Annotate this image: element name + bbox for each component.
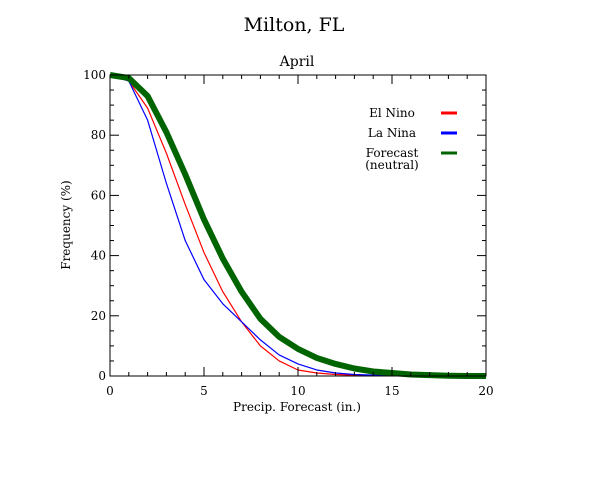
legend-item: El Nino [369, 106, 457, 120]
x-tick-label: 20 [478, 384, 493, 398]
y-tick-label: 60 [91, 188, 106, 202]
series-line-1 [109, 74, 486, 377]
y-tick-label: 0 [98, 369, 106, 383]
plot-area: 0 5 10 15 20 0 20 40 60 80 100 El Nino La Nina Foreca… [83, 68, 494, 398]
legend-label: Forecast [366, 146, 419, 160]
series-line-2 [109, 72, 486, 379]
y-tick-label: 20 [91, 309, 106, 323]
x-tick-label: 10 [290, 384, 305, 398]
x-axis-label: Precip. Forecast (in.) [233, 400, 361, 414]
y-axis-label: Frequency (%) [59, 180, 73, 269]
legend-item: La Nina [368, 126, 457, 140]
y-tick-label: 80 [91, 128, 106, 142]
legend-label-line2: (neutral) [365, 158, 418, 172]
x-tick-label: 15 [384, 384, 399, 398]
legend-label: El Nino [369, 106, 415, 120]
x-tick-label: 0 [106, 384, 114, 398]
y-tick-label: 100 [83, 68, 106, 82]
y-tick-label: 40 [91, 249, 106, 263]
plot-frame [109, 74, 487, 377]
chart-subtitle: April [279, 54, 315, 70]
series-line-0 [109, 74, 486, 377]
legend-label: La Nina [368, 126, 416, 140]
x-tick-label: 5 [200, 384, 208, 398]
chart-title: Milton, FL [244, 14, 345, 36]
legend-item: Forecast(neutral) [365, 146, 457, 172]
